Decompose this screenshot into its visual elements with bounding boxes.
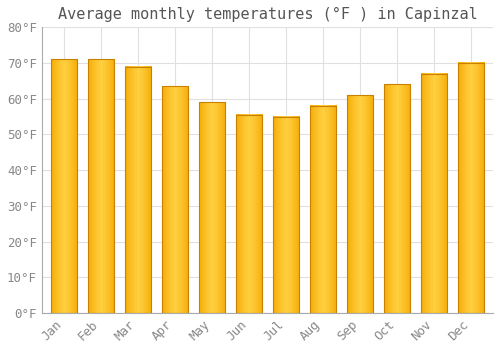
Bar — [88, 60, 115, 313]
Bar — [384, 84, 410, 313]
Bar — [310, 106, 336, 313]
Title: Average monthly temperatures (°F ) in Capinzal: Average monthly temperatures (°F ) in Ca… — [58, 7, 478, 22]
Bar — [198, 102, 226, 313]
Bar — [458, 63, 484, 313]
Bar — [420, 74, 447, 313]
Bar — [346, 95, 373, 313]
Bar — [124, 66, 152, 313]
Bar — [50, 60, 78, 313]
Bar — [272, 117, 299, 313]
Bar — [236, 115, 262, 313]
Bar — [162, 86, 188, 313]
